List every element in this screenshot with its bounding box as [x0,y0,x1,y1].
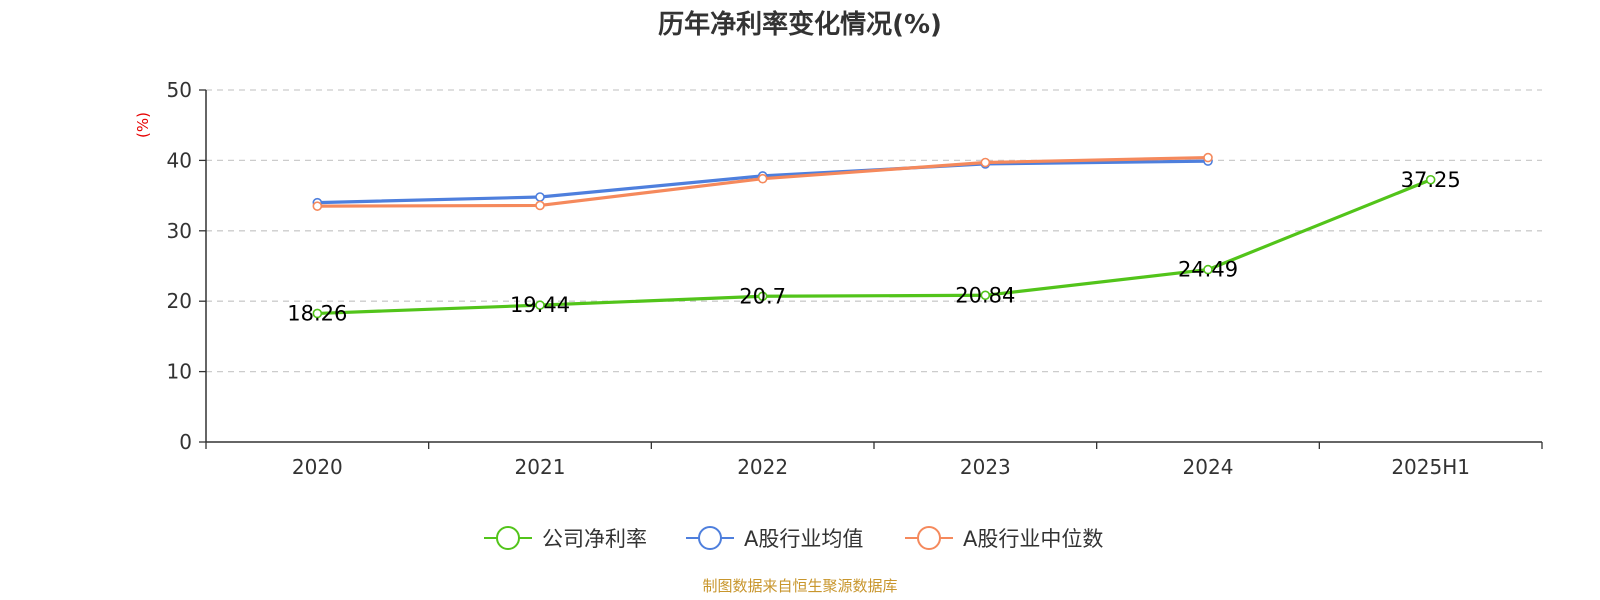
series-0-point-3 [980,290,991,301]
legend-marker-1 [698,526,722,550]
axes: 0 10 20 30 40 50 2020 2021 2022 2023 2024 2025H1 [167,78,1543,479]
series-0-point-1 [535,300,545,310]
series-2-point-4 [1203,152,1213,163]
legend-marker-2 [917,526,941,550]
series-group [312,152,1436,319]
y-tick-label-50: 50 [167,78,192,102]
series-2-point-1 [535,200,545,211]
legend-item-1[interactable]: A股行业均值 [686,526,863,551]
y-tick-label-0: 0 [179,430,192,454]
series-line-0 [317,178,1432,316]
x-tick-label-2023: 2023 [960,455,1011,479]
data-label-0-4: 24.49 [1178,258,1238,282]
data-label-0-2: 20.7 [739,284,786,308]
series-0-point-2 [757,291,768,302]
series-1-point-1 [535,192,545,202]
source-note: 制图数据来自恒生聚源数据库 [702,577,897,595]
data-labels: 18.26 19.44 20.7 20.84 24.49 37.25 [287,168,1460,326]
y-axis-label: (%) [134,112,152,138]
series-0-point-5 [1425,174,1436,185]
data-label-0-0: 18.26 [287,301,347,325]
series-0-point-0 [312,308,323,319]
x-tick-label-2021: 2021 [515,455,566,479]
data-label-0-1: 19.44 [510,293,570,317]
y-tick-label-10: 10 [167,360,192,384]
x-tick-label-2022: 2022 [737,455,788,479]
legend-label-1: A股行业均值 [744,527,863,551]
x-tick-label-2024: 2024 [1183,455,1234,479]
gridlines [206,89,1542,373]
x-tick-label-2020: 2020 [292,455,343,479]
y-tick-label-30: 30 [167,219,192,243]
y-tick-label-20: 20 [167,289,192,313]
series-2-point-0 [312,201,323,211]
series-2-point-2 [757,173,768,184]
series-2-point-3 [980,157,991,168]
series-0-point-4 [1203,264,1213,275]
legend-label-2: A股行业中位数 [963,527,1103,551]
data-label-0-5: 37.25 [1401,168,1461,192]
legend-label-0: 公司净利率 [542,527,647,551]
legend-marker-0 [496,526,520,550]
legend-item-2[interactable]: A股行业中位数 [905,526,1103,551]
legend[interactable]: 公司净利率 A股行业均值 A股行业中位数 [484,526,1103,551]
x-tick-label-2025H1: 2025H1 [1391,455,1470,479]
legend-item-0[interactable]: 公司净利率 [484,526,647,551]
y-tick-label-40: 40 [167,148,192,172]
chart-title: 历年净利率变化情况(%) [658,9,942,40]
data-label-0-3: 20.84 [955,283,1015,307]
